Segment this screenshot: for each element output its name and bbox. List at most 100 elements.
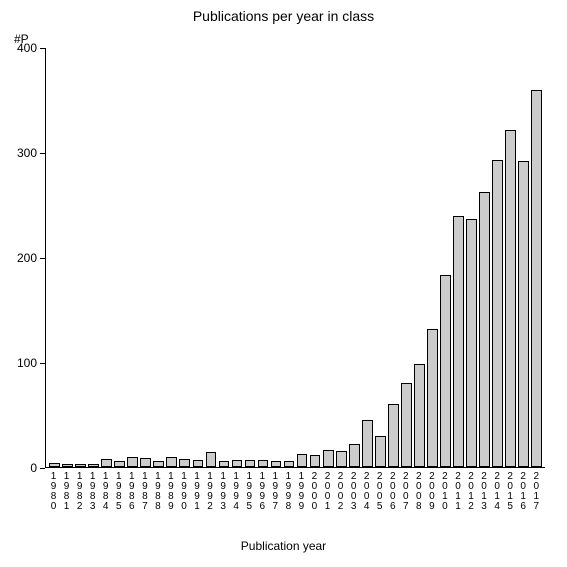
bar-slot: [478, 48, 491, 467]
bar: [453, 216, 464, 467]
bar-slot: [400, 48, 413, 467]
bar-slot: [191, 48, 204, 467]
x-tick-label: 1980: [47, 468, 60, 512]
x-axis-label: Publication year: [0, 539, 567, 553]
bar-slot: [100, 48, 113, 467]
bar: [310, 455, 321, 467]
bar: [531, 90, 542, 467]
x-tick-label: 1989: [164, 468, 177, 512]
x-tick-label: 1982: [73, 468, 86, 512]
bar: [114, 461, 125, 467]
bar-slot: [152, 48, 165, 467]
chart-title: Publications per year in class: [0, 8, 567, 24]
bar-slot: [452, 48, 465, 467]
x-tick-label: 1998: [282, 468, 295, 512]
x-tick-label: 2010: [438, 468, 451, 512]
bar: [219, 461, 230, 467]
x-tick-label: 2007: [399, 468, 412, 512]
bar: [271, 461, 282, 467]
bar: [349, 444, 360, 467]
bar-slot: [204, 48, 217, 467]
bar-slot: [113, 48, 126, 467]
x-tick-label: 1996: [256, 468, 269, 512]
bar-slot: [217, 48, 230, 467]
bars-container: [46, 48, 545, 467]
bar: [414, 364, 425, 467]
bar: [127, 457, 138, 467]
y-tick-label: 300: [17, 146, 37, 160]
bar-slot: [530, 48, 543, 467]
bar-slot: [309, 48, 322, 467]
bar-slot: [165, 48, 178, 467]
bar-slot: [74, 48, 87, 467]
bar-slot: [491, 48, 504, 467]
bar-slot: [243, 48, 256, 467]
bar: [140, 458, 151, 467]
x-tick-label: 1990: [177, 468, 190, 512]
x-tick-label: 2016: [517, 468, 530, 512]
x-tick-label: 1987: [138, 468, 151, 512]
x-tick-label: 2009: [425, 468, 438, 512]
x-tick-label: 2000: [308, 468, 321, 512]
bar: [62, 464, 73, 467]
bar-slot: [87, 48, 100, 467]
bar: [466, 219, 477, 467]
x-tick-label: 2017: [530, 468, 543, 512]
bar: [336, 451, 347, 467]
x-ticks: 1980198119821983198419851986198719881989…: [45, 468, 545, 512]
bar-slot: [439, 48, 452, 467]
bar-slot: [61, 48, 74, 467]
bar: [492, 160, 503, 467]
bar: [284, 461, 295, 467]
x-tick-label: 2012: [465, 468, 478, 512]
bar: [88, 464, 99, 467]
bar: [206, 452, 217, 467]
bar: [505, 130, 516, 467]
bar-slot: [296, 48, 309, 467]
bar-slot: [322, 48, 335, 467]
x-tick-label: 2008: [412, 468, 425, 512]
x-tick-label: 2006: [386, 468, 399, 512]
bar-slot: [374, 48, 387, 467]
bar: [245, 460, 256, 467]
x-tick-label: 2011: [451, 468, 464, 512]
x-tick-label: 1992: [204, 468, 217, 512]
bar: [193, 460, 204, 467]
x-tick-label: 2015: [504, 468, 517, 512]
bar-slot: [139, 48, 152, 467]
y-tick-label: 0: [30, 461, 37, 475]
bar-slot: [348, 48, 361, 467]
bar-slot: [178, 48, 191, 467]
bar-slot: [283, 48, 296, 467]
bar-slot: [48, 48, 61, 467]
x-tick-label: 2003: [347, 468, 360, 512]
bar: [153, 461, 164, 467]
bar-slot: [517, 48, 530, 467]
y-tick-label: 100: [17, 356, 37, 370]
bar: [479, 192, 490, 467]
y-tick-label: 200: [17, 251, 37, 265]
bar-slot: [426, 48, 439, 467]
x-tick-label: 2014: [491, 468, 504, 512]
bar-slot: [504, 48, 517, 467]
x-tick-label: 1999: [295, 468, 308, 512]
x-tick-label: 2013: [478, 468, 491, 512]
bar: [101, 459, 112, 467]
bar-slot: [413, 48, 426, 467]
bar-slot: [257, 48, 270, 467]
x-tick-label: 1997: [269, 468, 282, 512]
bar: [258, 460, 269, 467]
x-tick-label: 1984: [99, 468, 112, 512]
bar: [401, 383, 412, 467]
x-tick-label: 2004: [360, 468, 373, 512]
bar-slot: [465, 48, 478, 467]
x-tick-label: 1991: [191, 468, 204, 512]
x-tick-label: 1988: [151, 468, 164, 512]
bar: [388, 404, 399, 467]
y-tick-label: 400: [17, 41, 37, 55]
x-tick-label: 1981: [60, 468, 73, 512]
bar: [375, 436, 386, 467]
bar: [232, 460, 243, 467]
x-tick-label: 1993: [217, 468, 230, 512]
bar: [49, 463, 60, 467]
